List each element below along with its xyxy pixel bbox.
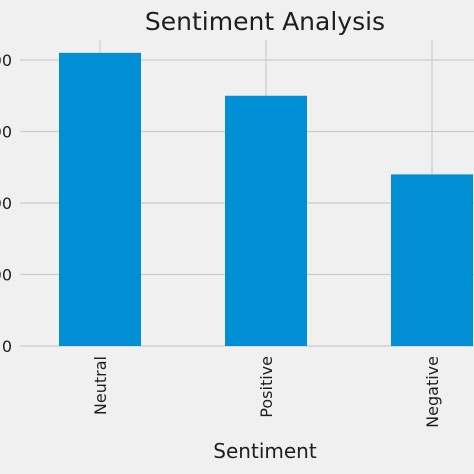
- y-tick-label-2: 00: [0, 194, 12, 213]
- y-tick-label-1: 00: [0, 266, 12, 285]
- bar-positive: [225, 95, 307, 346]
- x-tick-labels: Neutral Positive Negative: [91, 356, 442, 428]
- y-tick-label-4: 00: [0, 51, 12, 70]
- x-tick-label-positive: Positive: [257, 356, 276, 418]
- y-tick-labels: 000000000: [0, 51, 12, 356]
- bars: [59, 52, 473, 346]
- bar-neutral: [59, 52, 141, 346]
- x-tick-label-negative: Negative: [423, 356, 442, 428]
- y-tick-label-0: 0: [2, 337, 12, 356]
- x-axis-label: Sentiment: [213, 439, 317, 463]
- bar-negative: [391, 174, 473, 346]
- x-tick-label-neutral: Neutral: [91, 356, 110, 415]
- y-tick-label-3: 00: [0, 123, 12, 142]
- chart-title: Sentiment Analysis: [145, 7, 385, 36]
